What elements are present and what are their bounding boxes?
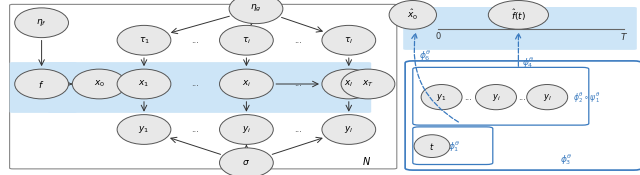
Text: $\phi_3^\theta$: $\phi_3^\theta$ <box>561 152 573 167</box>
Ellipse shape <box>389 1 436 29</box>
Text: $y_1$: $y_1$ <box>436 92 447 103</box>
Text: $x_0$: $x_0$ <box>93 79 105 89</box>
Text: ...: ... <box>191 125 199 134</box>
Text: $T$: $T$ <box>620 31 628 42</box>
FancyBboxPatch shape <box>48 62 371 113</box>
Text: ...: ... <box>191 79 199 89</box>
Ellipse shape <box>220 148 273 175</box>
FancyBboxPatch shape <box>10 4 397 169</box>
Text: $y_l$: $y_l$ <box>543 92 552 103</box>
Ellipse shape <box>220 25 273 55</box>
FancyBboxPatch shape <box>405 61 640 170</box>
Ellipse shape <box>220 115 273 144</box>
Text: $\phi_1^\theta$: $\phi_1^\theta$ <box>448 139 460 154</box>
Ellipse shape <box>322 25 376 55</box>
Text: ...: ... <box>518 93 525 102</box>
Ellipse shape <box>72 69 126 99</box>
Text: $\tau_1$: $\tau_1$ <box>138 35 150 46</box>
Text: ...: ... <box>191 36 199 45</box>
Text: ...: ... <box>294 36 301 45</box>
Ellipse shape <box>229 0 283 24</box>
Text: ...: ... <box>294 125 301 134</box>
Ellipse shape <box>15 69 68 99</box>
Ellipse shape <box>476 85 516 110</box>
FancyBboxPatch shape <box>10 62 77 113</box>
Ellipse shape <box>341 69 395 99</box>
Text: $t$: $t$ <box>429 141 435 152</box>
Ellipse shape <box>117 115 171 144</box>
Ellipse shape <box>220 69 273 99</box>
Ellipse shape <box>117 25 171 55</box>
Text: $y_i$: $y_i$ <box>492 92 500 103</box>
Ellipse shape <box>527 85 568 110</box>
Text: $\phi_6^\theta$: $\phi_6^\theta$ <box>419 48 431 64</box>
Text: $y_i$: $y_i$ <box>242 124 251 135</box>
Text: $x_i$: $x_i$ <box>242 79 251 89</box>
Text: $\eta_g$: $\eta_g$ <box>250 3 262 14</box>
Ellipse shape <box>414 135 450 158</box>
Text: $\tau_l$: $\tau_l$ <box>344 35 353 46</box>
Text: $y_1$: $y_1$ <box>138 124 150 135</box>
Text: $x_l$: $x_l$ <box>344 79 353 89</box>
Text: ...: ... <box>465 93 472 102</box>
Text: $\eta_f$: $\eta_f$ <box>36 17 47 28</box>
Ellipse shape <box>117 69 171 99</box>
Ellipse shape <box>15 8 68 38</box>
Ellipse shape <box>421 85 462 110</box>
Ellipse shape <box>322 115 376 144</box>
Text: ...: ... <box>294 79 301 89</box>
FancyBboxPatch shape <box>413 127 493 164</box>
Text: $N$: $N$ <box>362 155 371 167</box>
Text: $\hat{x}_0$: $\hat{x}_0$ <box>407 8 419 22</box>
Text: $\sigma$: $\sigma$ <box>243 158 250 167</box>
Text: $\phi_2^\theta \circ \psi_1^\theta$: $\phi_2^\theta \circ \psi_1^\theta$ <box>573 90 600 105</box>
Ellipse shape <box>488 1 548 29</box>
Text: $\phi_4^\theta$: $\phi_4^\theta$ <box>522 55 534 71</box>
Text: $\hat{f}(t)$: $\hat{f}(t)$ <box>511 7 526 23</box>
Text: $f$: $f$ <box>38 79 45 89</box>
FancyBboxPatch shape <box>413 67 589 125</box>
FancyBboxPatch shape <box>403 7 637 50</box>
Text: 0: 0 <box>436 32 441 41</box>
Text: $x_1$: $x_1$ <box>138 79 150 89</box>
Text: $y_l$: $y_l$ <box>344 124 353 135</box>
Ellipse shape <box>322 69 376 99</box>
Text: $x_T$: $x_T$ <box>362 79 374 89</box>
Text: $\tau_i$: $\tau_i$ <box>242 35 251 46</box>
